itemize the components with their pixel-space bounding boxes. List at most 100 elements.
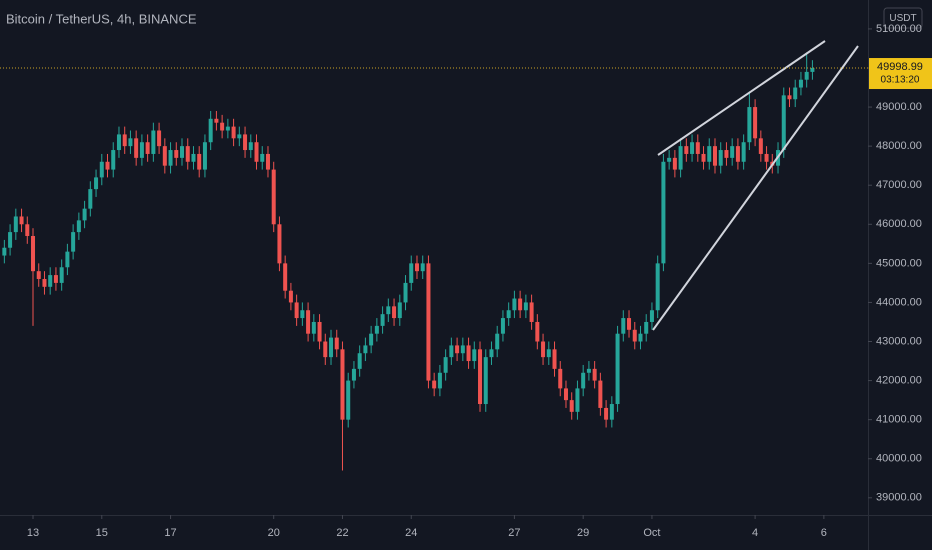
- candle-body: [661, 161, 666, 264]
- candle-body: [185, 146, 190, 162]
- candle-body: [753, 107, 758, 139]
- candle-body: [552, 349, 557, 369]
- candle-body: [48, 275, 53, 287]
- candle-body: [197, 153, 202, 170]
- candle-body: [529, 302, 534, 322]
- x-tick-label: 4: [752, 527, 758, 539]
- chart-title: Bitcoin / TetherUS, 4h, BINANCE: [6, 11, 197, 26]
- candle-body: [730, 146, 735, 158]
- y-tick-label: 47000.00: [876, 179, 922, 191]
- candle-body: [19, 216, 24, 225]
- candle-body: [122, 134, 127, 147]
- candle-body: [31, 236, 36, 272]
- candle-body: [621, 318, 626, 334]
- y-tick-label: 45000.00: [876, 257, 922, 269]
- candle-body: [695, 142, 700, 154]
- candle-body: [701, 153, 706, 162]
- candle-body: [638, 333, 643, 342]
- candle-body: [569, 400, 574, 412]
- candle-body: [667, 157, 672, 162]
- candle-body: [758, 138, 763, 154]
- x-tick-label: 13: [27, 527, 39, 539]
- y-tick-label: 42000.00: [876, 374, 922, 386]
- y-tick-label: 48000.00: [876, 140, 922, 152]
- x-tick-label: 27: [508, 527, 520, 539]
- candle-body: [288, 290, 293, 303]
- candle-body: [346, 380, 351, 420]
- y-tick-label: 39000.00: [876, 492, 922, 504]
- currency-box[interactable]: [883, 7, 923, 29]
- candle-body: [243, 134, 248, 151]
- candle-body: [225, 126, 230, 131]
- candle-body: [598, 380, 603, 408]
- last-price-box: [869, 58, 932, 90]
- candle-body: [426, 263, 431, 381]
- last-price-label: 49998.99: [877, 61, 923, 73]
- candle-body: [220, 122, 225, 131]
- x-tick-label: 15: [96, 527, 108, 539]
- candle-body: [787, 95, 792, 100]
- candle-body: [191, 153, 196, 162]
- candle-body: [455, 345, 460, 354]
- candle-body: [71, 232, 76, 252]
- x-tick-label: 17: [164, 527, 176, 539]
- candle-body: [2, 247, 7, 256]
- candle-body: [265, 153, 270, 170]
- candle-body: [300, 310, 305, 319]
- x-tick-label: Oct: [643, 527, 660, 539]
- candle-body: [592, 368, 597, 381]
- candle-body: [157, 130, 162, 147]
- candle-body: [283, 263, 288, 291]
- candle-body: [810, 68, 815, 72]
- candle-body: [134, 138, 139, 158]
- candle-body: [380, 314, 385, 326]
- candle-body: [139, 142, 144, 158]
- y-tick-label: 41000.00: [876, 414, 922, 426]
- candle-body: [42, 278, 47, 287]
- candle-body: [546, 349, 551, 358]
- candle-body: [357, 353, 362, 369]
- candle-body: [735, 146, 740, 162]
- candle-body: [25, 224, 30, 237]
- candle-body: [495, 333, 500, 350]
- candle-body: [747, 107, 752, 143]
- candle-body: [392, 306, 397, 319]
- candle-body: [248, 142, 253, 151]
- candle-body: [678, 146, 683, 170]
- candle-body: [311, 321, 316, 334]
- x-tick-label: 20: [268, 527, 280, 539]
- candle-body: [294, 302, 299, 319]
- candle-body: [655, 263, 660, 311]
- candle-body: [13, 216, 18, 233]
- candle-body: [334, 337, 339, 350]
- x-tick-label: 24: [405, 527, 417, 539]
- candle-body: [329, 337, 334, 358]
- candle-body: [36, 271, 41, 279]
- candle-body: [632, 329, 637, 342]
- candle-body: [558, 368, 563, 389]
- candle-body: [271, 169, 276, 225]
- candle-body: [644, 321, 649, 334]
- candle-body: [363, 345, 368, 354]
- candle-body: [798, 79, 803, 88]
- candle-body: [340, 349, 345, 420]
- candle-body: [718, 150, 723, 166]
- candle-body: [460, 345, 465, 354]
- candle-body: [277, 224, 282, 264]
- candle-body: [724, 150, 729, 158]
- candle-body: [323, 341, 328, 358]
- candle-body: [162, 146, 167, 166]
- y-tick-label: 51000.00: [876, 23, 922, 35]
- candle-body: [672, 157, 677, 170]
- candle-body: [409, 263, 414, 283]
- candle-body: [214, 118, 219, 123]
- candle-body: [781, 95, 786, 151]
- candle-body: [237, 134, 242, 139]
- candle-body: [306, 310, 311, 334]
- candle-body: [76, 220, 81, 233]
- candle-body: [403, 282, 408, 303]
- candle-body: [116, 134, 121, 151]
- candle-body: [202, 142, 207, 170]
